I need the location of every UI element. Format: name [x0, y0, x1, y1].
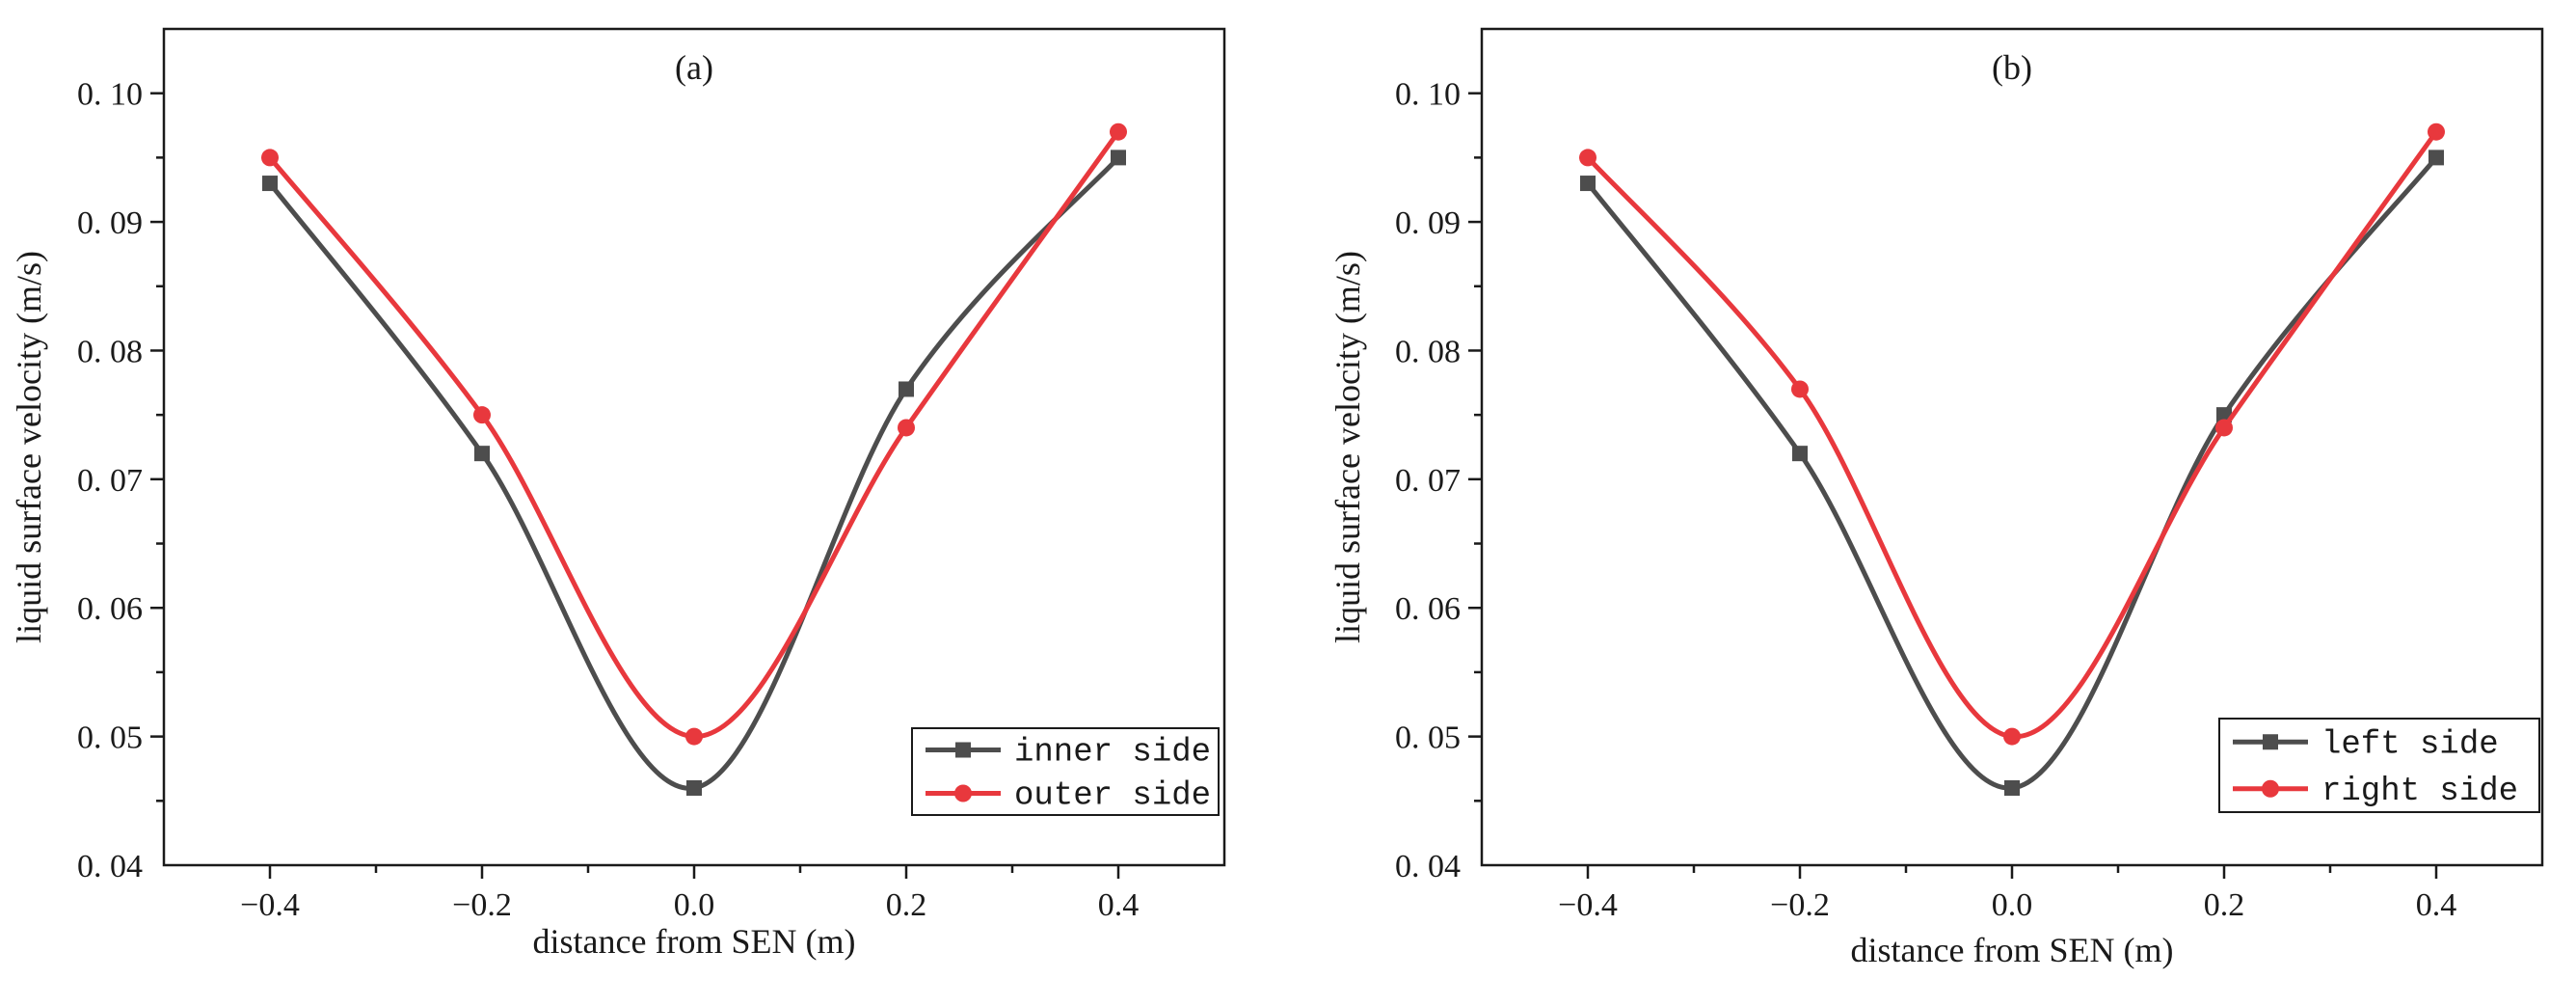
data-point-square: [686, 779, 702, 796]
data-point-circle: [685, 727, 703, 746]
y-axis-title: liquid surface velocity (m/s): [1328, 251, 1367, 643]
y-tick-label: 0. 08: [77, 334, 143, 369]
series-line: [1585, 154, 2439, 791]
data-point-square: [1792, 446, 1808, 462]
data-point-circle: [2215, 419, 2233, 437]
data-point-circle: [1791, 380, 1809, 398]
legend: left side right side: [2218, 718, 2540, 813]
chart-panel-b: −0.4 −0.2 0.0 0.2 0.4 0. 04 0. 05 0. 06 0. 07 0. …: [1328, 27, 2544, 969]
series-outer-side: [261, 122, 1127, 746]
data-point-square: [474, 446, 490, 462]
series-line: [267, 129, 1121, 740]
legend-label: right side: [2321, 774, 2518, 810]
y-tick-label: 0. 06: [77, 591, 143, 627]
y-tick-label: 0. 10: [1395, 77, 1461, 113]
data-point-square: [262, 176, 278, 192]
legend-label: outer side: [1014, 778, 1211, 815]
y-tick-label: 0. 09: [1395, 205, 1461, 241]
y-tick-label: 0. 04: [1395, 849, 1461, 884]
series-inner-side: [262, 150, 1126, 796]
x-tick-label: −0.4: [240, 887, 300, 923]
x-tick-label: 0.2: [886, 887, 927, 923]
data-point-square: [2004, 779, 2020, 796]
x-tick-label: 0.4: [1098, 887, 1140, 923]
data-point-square: [899, 381, 914, 397]
series-line: [267, 154, 1121, 791]
y-tick-label: 0. 08: [1395, 334, 1461, 369]
x-tick-label: −0.4: [1558, 887, 1618, 923]
panel-label: (a): [675, 48, 713, 87]
legend: inner side outer side: [911, 727, 1220, 816]
y-tick-label: 0. 06: [1395, 591, 1461, 627]
data-point-circle: [2003, 727, 2021, 746]
x-tick-label: −0.2: [1770, 887, 1830, 923]
series-line: [1585, 129, 2439, 740]
data-point-circle: [261, 149, 279, 167]
y-tick-label: 0. 05: [1395, 721, 1461, 756]
y-axis-title: liquid surface velocity (m/s): [10, 251, 48, 643]
x-tick-label: 0.4: [2416, 887, 2457, 923]
data-point-square: [1580, 176, 1596, 192]
panel-label: (b): [1992, 48, 2032, 87]
x-tick-label: −0.2: [452, 887, 512, 923]
y-tick-label: 0. 07: [1395, 463, 1461, 499]
y-tick-label: 0. 07: [77, 463, 143, 499]
data-point-circle: [473, 406, 491, 424]
chart-panel-a: −0.4 −0.2 0.0 0.2 0.4 0. 04 0. 05 0. 06 0. 07 0. …: [10, 27, 1226, 961]
legend-label: inner side: [1014, 735, 1211, 772]
x-axis-title: distance from SEN (m): [1851, 931, 2174, 969]
data-point-circle: [898, 419, 915, 437]
y-tick-label: 0. 09: [77, 205, 143, 241]
y-tick-label: 0. 05: [77, 721, 143, 756]
x-tick-label: 0.0: [1992, 887, 2033, 923]
data-point-circle: [1579, 149, 1597, 167]
data-point-square: [2428, 150, 2444, 166]
legend-marker-circle: [954, 784, 972, 802]
x-tick-label: 0.0: [674, 887, 715, 923]
legend-label: left side: [2321, 726, 2499, 763]
legend-marker-square: [2263, 734, 2278, 750]
y-tick-label: 0. 10: [77, 77, 143, 113]
x-axis-title: distance from SEN (m): [533, 922, 856, 961]
legend-marker-square: [955, 742, 971, 758]
data-point-circle: [1110, 122, 1127, 141]
series-left-side: [1580, 150, 2444, 796]
x-tick-label: 0.2: [2204, 887, 2245, 923]
data-point-square: [1111, 150, 1126, 166]
data-point-circle: [2428, 122, 2445, 141]
series-right-side: [1579, 122, 2445, 746]
legend-marker-circle: [2262, 779, 2279, 798]
y-tick-label: 0. 04: [77, 849, 143, 884]
